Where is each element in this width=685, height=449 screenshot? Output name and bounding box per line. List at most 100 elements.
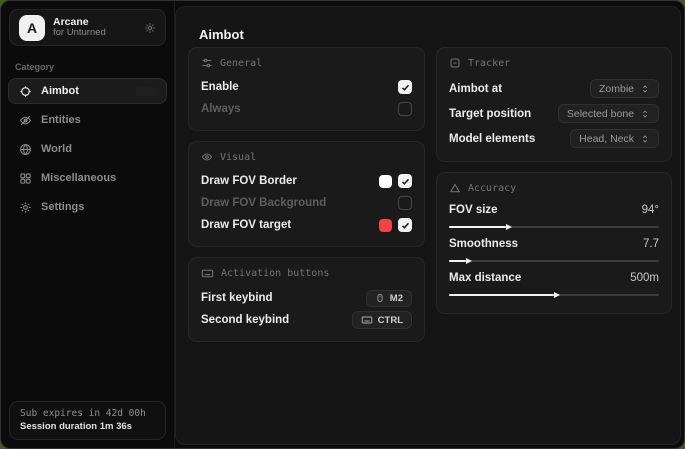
grid-icon: [19, 172, 32, 185]
setting-label: Smoothness: [449, 238, 519, 250]
setting-row-target-position: Target position Selected bone: [449, 101, 659, 126]
sidebar-item-label: Aimbot: [41, 85, 79, 97]
setting-label: Enable: [201, 81, 239, 93]
setting-row-fov-border: Draw FOV Border: [201, 170, 412, 192]
sidebar-item-label: Miscellaneous: [41, 172, 117, 184]
max-distance-slider[interactable]: [449, 291, 659, 298]
sidebar-item-world[interactable]: World: [8, 136, 167, 162]
sidebar-nav: Aimbot Entities: [1, 78, 174, 220]
fov-target-checkbox[interactable]: [398, 218, 412, 232]
keyboard-icon: [361, 314, 373, 326]
slider-fill[interactable]: [449, 257, 472, 264]
aimbot-at-dropdown[interactable]: Zombie: [589, 79, 659, 98]
chevrons-up-down-icon: [640, 134, 650, 144]
slider-value: 94°: [641, 204, 659, 216]
globe-icon: [19, 143, 32, 156]
slider-fill[interactable]: [449, 223, 512, 230]
setting-row-always: Always: [201, 98, 412, 120]
setting-row-fov-target: Draw FOV target: [201, 214, 412, 236]
visual-card-header: Visual: [201, 151, 412, 163]
keybind-value: CTRL: [377, 314, 403, 326]
sidebar: A Arcane for Unturned Category: [1, 1, 175, 448]
chevrons-up-down-icon: [640, 109, 650, 119]
dropdown-value: Head, Neck: [579, 132, 634, 145]
setting-label: Aimbot at: [449, 82, 503, 95]
slider-value: 7.7: [643, 238, 659, 250]
visual-card: Visual Draw FOV Border Draw FOV Backgrou…: [188, 141, 425, 247]
smoothness-slider[interactable]: [449, 257, 659, 264]
setting-row-fov-background: Draw FOV Background: [201, 192, 412, 214]
general-card-header: General: [201, 57, 412, 69]
sidebar-item-miscellaneous[interactable]: Miscellaneous: [8, 165, 167, 191]
focus-icon: [449, 57, 461, 69]
color-swatch[interactable]: [379, 174, 392, 188]
eye-icon: [201, 151, 213, 163]
general-card: General Enable Always: [188, 47, 425, 131]
second-keybind-button[interactable]: CTRL: [351, 311, 412, 329]
section-title: Tracker: [468, 57, 511, 69]
eye-off-icon: [19, 114, 32, 127]
slider-row-max-distance: Max distance 500m: [449, 269, 659, 298]
accuracy-card-header: Accuracy: [449, 182, 659, 194]
fov-border-checkbox[interactable]: [398, 174, 412, 188]
setting-label: FOV size: [449, 204, 498, 216]
enable-checkbox[interactable]: [398, 80, 412, 94]
slider-fill[interactable]: [449, 291, 560, 298]
setting-row-enable: Enable: [201, 76, 412, 98]
section-title: General: [220, 57, 263, 69]
section-title: Visual: [220, 151, 257, 163]
brand-card: A Arcane for Unturned: [9, 9, 166, 46]
sidebar-item-label: World: [41, 143, 72, 155]
section-title: Activation buttons: [221, 268, 330, 279]
sidebar-item-settings[interactable]: Settings: [8, 194, 167, 220]
setting-label: First keybind: [201, 292, 273, 304]
setting-label: Model elements: [449, 132, 536, 145]
app-subtitle: for Unturned: [53, 27, 106, 39]
keyboard-icon: [201, 267, 214, 280]
dropdown-value: Selected bone: [566, 107, 634, 120]
main-panel: Aimbot General Enable: [175, 6, 681, 445]
page-title: Aimbot: [199, 27, 244, 42]
slider-row-smoothness: Smoothness 7.7: [449, 235, 659, 264]
fov-size-slider[interactable]: [449, 223, 659, 230]
activation-card-header: Activation buttons: [201, 267, 412, 280]
target-position-dropdown[interactable]: Selected bone: [557, 104, 659, 123]
setting-label: Draw FOV Background: [201, 197, 327, 209]
setting-label: Target position: [449, 107, 532, 120]
setting-label: Draw FOV Border: [201, 175, 297, 187]
sidebar-item-aimbot[interactable]: Aimbot: [8, 78, 167, 104]
brand-text: Arcane for Unturned: [53, 16, 136, 39]
mouse-icon: [375, 293, 385, 303]
app-logo: A: [19, 14, 45, 41]
color-swatch[interactable]: [379, 218, 392, 232]
app-name: Arcane: [53, 16, 89, 28]
sidebar-item-label: Settings: [41, 201, 85, 213]
first-keybind-button[interactable]: M2: [365, 289, 412, 307]
fov-background-checkbox[interactable]: [398, 196, 412, 210]
tracker-card: Tracker Aimbot at Zombie Target posit: [436, 47, 672, 162]
model-elements-dropdown[interactable]: Head, Neck: [570, 129, 659, 148]
sub-expiry-text: Sub expires in 42d 00h: [20, 408, 146, 419]
slider-value: 500m: [630, 272, 659, 284]
slider-row-fov-size: FOV size 94°: [449, 201, 659, 230]
activation-card: Activation buttons First keybind M2: [188, 257, 425, 342]
triangle-icon: [449, 182, 461, 194]
setting-row-aimbot-at: Aimbot at Zombie: [449, 76, 659, 101]
always-checkbox[interactable]: [398, 102, 412, 116]
active-item-hint: [136, 86, 156, 96]
right-column: Tracker Aimbot at Zombie Target posit: [436, 47, 672, 314]
sliders-icon: [201, 57, 213, 69]
sidebar-item-entities[interactable]: Entities: [8, 107, 167, 133]
keybind-value: M2: [389, 292, 403, 304]
accuracy-card: Accuracy FOV size 94° Smoothness 7.7: [436, 172, 672, 314]
setting-row-model-elements: Model elements Head, Neck: [449, 126, 659, 151]
tracker-card-header: Tracker: [449, 57, 659, 69]
crosshair-icon: [19, 85, 32, 98]
subscription-card: Sub expires in 42d 00h Session duration …: [9, 401, 166, 440]
settings-gear-icon[interactable]: [144, 22, 156, 34]
dropdown-value: Zombie: [598, 82, 634, 95]
gear-icon: [19, 201, 32, 214]
setting-row-second-keybind: Second keybind CTRL: [201, 309, 412, 331]
section-title: Accuracy: [468, 182, 517, 194]
